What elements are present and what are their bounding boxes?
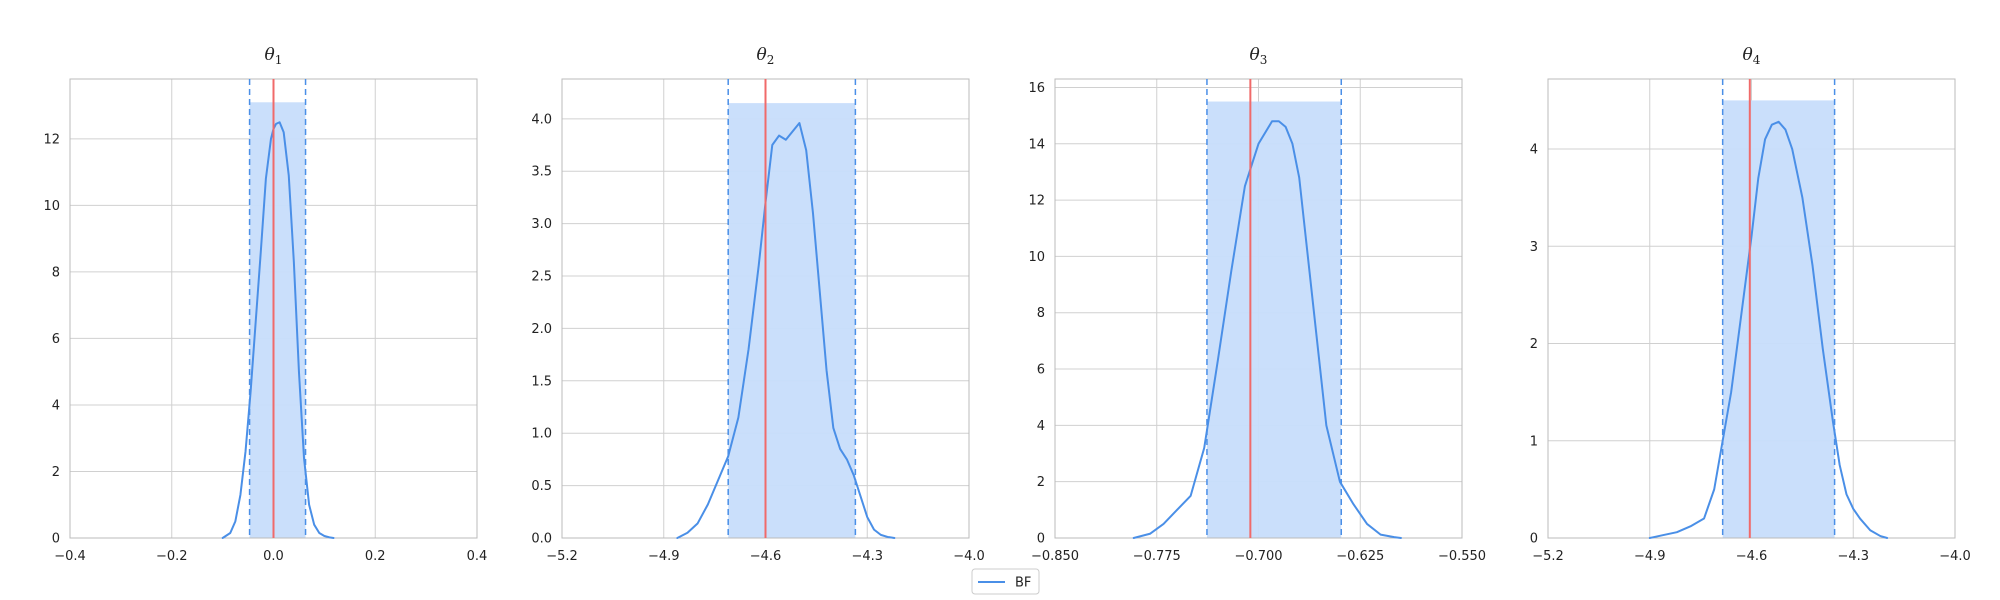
xtick-label-2-4: −4.0 — [953, 549, 985, 564]
xtick-label-2-0: −5.2 — [546, 549, 578, 564]
title-subscript-2: 2 — [767, 53, 775, 67]
title-symbol-3: θ — [1250, 45, 1260, 65]
ytick-label-4-0: 0 — [1530, 532, 1538, 547]
title-symbol-4: θ — [1743, 45, 1753, 65]
ytick-label-4-3: 3 — [1530, 240, 1538, 255]
subplot-title-2: θ2 — [757, 45, 775, 67]
ytick-label-3-1: 2 — [1037, 475, 1045, 490]
ytick-label-1-3: 6 — [52, 332, 60, 347]
xtick-label-1-2: 0.0 — [263, 549, 284, 564]
ytick-label-2-6: 3.0 — [531, 217, 552, 232]
kde-line-2 — [676, 122, 896, 539]
xtick-label-2-2: −4.6 — [750, 549, 782, 564]
legend: BF — [971, 568, 1040, 595]
ytick-label-2-1: 0.5 — [531, 479, 552, 494]
credible-interval-band-3 — [1206, 101, 1342, 538]
ytick-label-3-4: 8 — [1037, 306, 1045, 321]
kde-line-4 — [1648, 120, 1889, 539]
ytick-label-1-2: 4 — [52, 398, 60, 413]
xtick-label-2-3: −4.3 — [851, 549, 883, 564]
ytick-label-4-4: 4 — [1530, 143, 1538, 158]
xtick-label-1-3: 0.2 — [365, 549, 386, 564]
title-subscript-4: 4 — [1753, 53, 1761, 67]
ytick-label-2-4: 2.0 — [531, 322, 552, 337]
xtick-label-4-3: −4.3 — [1837, 549, 1869, 564]
xtick-label-1-1: −0.2 — [156, 549, 188, 564]
xtick-label-4-2: −4.6 — [1736, 549, 1768, 564]
ytick-label-2-3: 1.5 — [531, 374, 552, 389]
ytick-label-2-0: 0.0 — [531, 532, 552, 547]
ytick-label-3-3: 6 — [1037, 363, 1045, 378]
subplot-title-1: θ1 — [265, 45, 283, 67]
subplot-title-4: θ4 — [1743, 45, 1761, 67]
plot-frame-3 — [1054, 78, 1463, 539]
ytick-label-3-2: 4 — [1037, 419, 1045, 434]
title-symbol-1: θ — [265, 45, 275, 65]
ytick-label-2-2: 1.0 — [531, 427, 552, 442]
title-symbol-2: θ — [757, 45, 767, 65]
ytick-label-2-8: 4.0 — [531, 112, 552, 127]
ytick-label-4-2: 2 — [1530, 337, 1538, 352]
xtick-label-3-2: −0.700 — [1234, 549, 1282, 564]
xtick-label-3-0: −0.850 — [1031, 549, 1079, 564]
ytick-label-1-4: 8 — [52, 265, 60, 280]
kde-line-3 — [1132, 120, 1402, 539]
xtick-label-4-1: −4.9 — [1634, 549, 1666, 564]
ytick-label-1-1: 2 — [52, 465, 60, 480]
ytick-label-3-7: 14 — [1028, 137, 1045, 152]
title-subscript-1: 1 — [275, 53, 283, 67]
credible-interval-band-4 — [1722, 100, 1835, 538]
xtick-label-3-3: −0.625 — [1336, 549, 1384, 564]
xtick-label-1-0: −0.4 — [54, 549, 86, 564]
ytick-label-3-6: 12 — [1028, 194, 1045, 209]
xtick-label-2-1: −4.9 — [648, 549, 680, 564]
ytick-label-3-5: 10 — [1028, 250, 1045, 265]
ytick-label-1-5: 10 — [43, 199, 60, 214]
subplot-2: −5.2 −4.9 −4.6 −4.3 −4.0 0.0 0.5 1.0 1.5 2.0 2.5 3.… — [531, 45, 984, 564]
subplot-1: −0.4 −0.2 0.0 0.2 0.4 0 2 4 6 8 10 12 θ1 — [43, 45, 487, 564]
xtick-label-3-1: −0.775 — [1133, 549, 1181, 564]
legend-label-bf: BF — [1015, 576, 1031, 591]
ytick-label-2-7: 3.5 — [531, 165, 552, 180]
credible-interval-band-2 — [728, 103, 856, 539]
ytick-label-3-8: 16 — [1028, 81, 1045, 96]
ytick-label-3-0: 0 — [1037, 532, 1045, 547]
ytick-label-4-1: 1 — [1530, 434, 1538, 449]
legend-frame — [971, 568, 1040, 595]
xtick-label-4-0: −5.2 — [1532, 549, 1564, 564]
xtick-label-3-4: −0.550 — [1438, 549, 1486, 564]
subplot-3: −0.850 −0.775 −0.700 −0.625 −0.550 0 2 4 6 8 10 12 1… — [1028, 45, 1486, 564]
ytick-label-2-5: 2.5 — [531, 270, 552, 285]
plot-frame-4 — [1547, 78, 1956, 539]
title-subscript-3: 3 — [1260, 53, 1268, 67]
ytick-label-1-0: 0 — [52, 532, 60, 547]
kde-line-1 — [221, 121, 335, 539]
subplot-title-3: θ3 — [1250, 45, 1268, 67]
ytick-label-1-6: 12 — [43, 132, 60, 147]
xtick-label-4-4: −4.0 — [1939, 549, 1971, 564]
xtick-label-1-4: 0.4 — [467, 549, 488, 564]
